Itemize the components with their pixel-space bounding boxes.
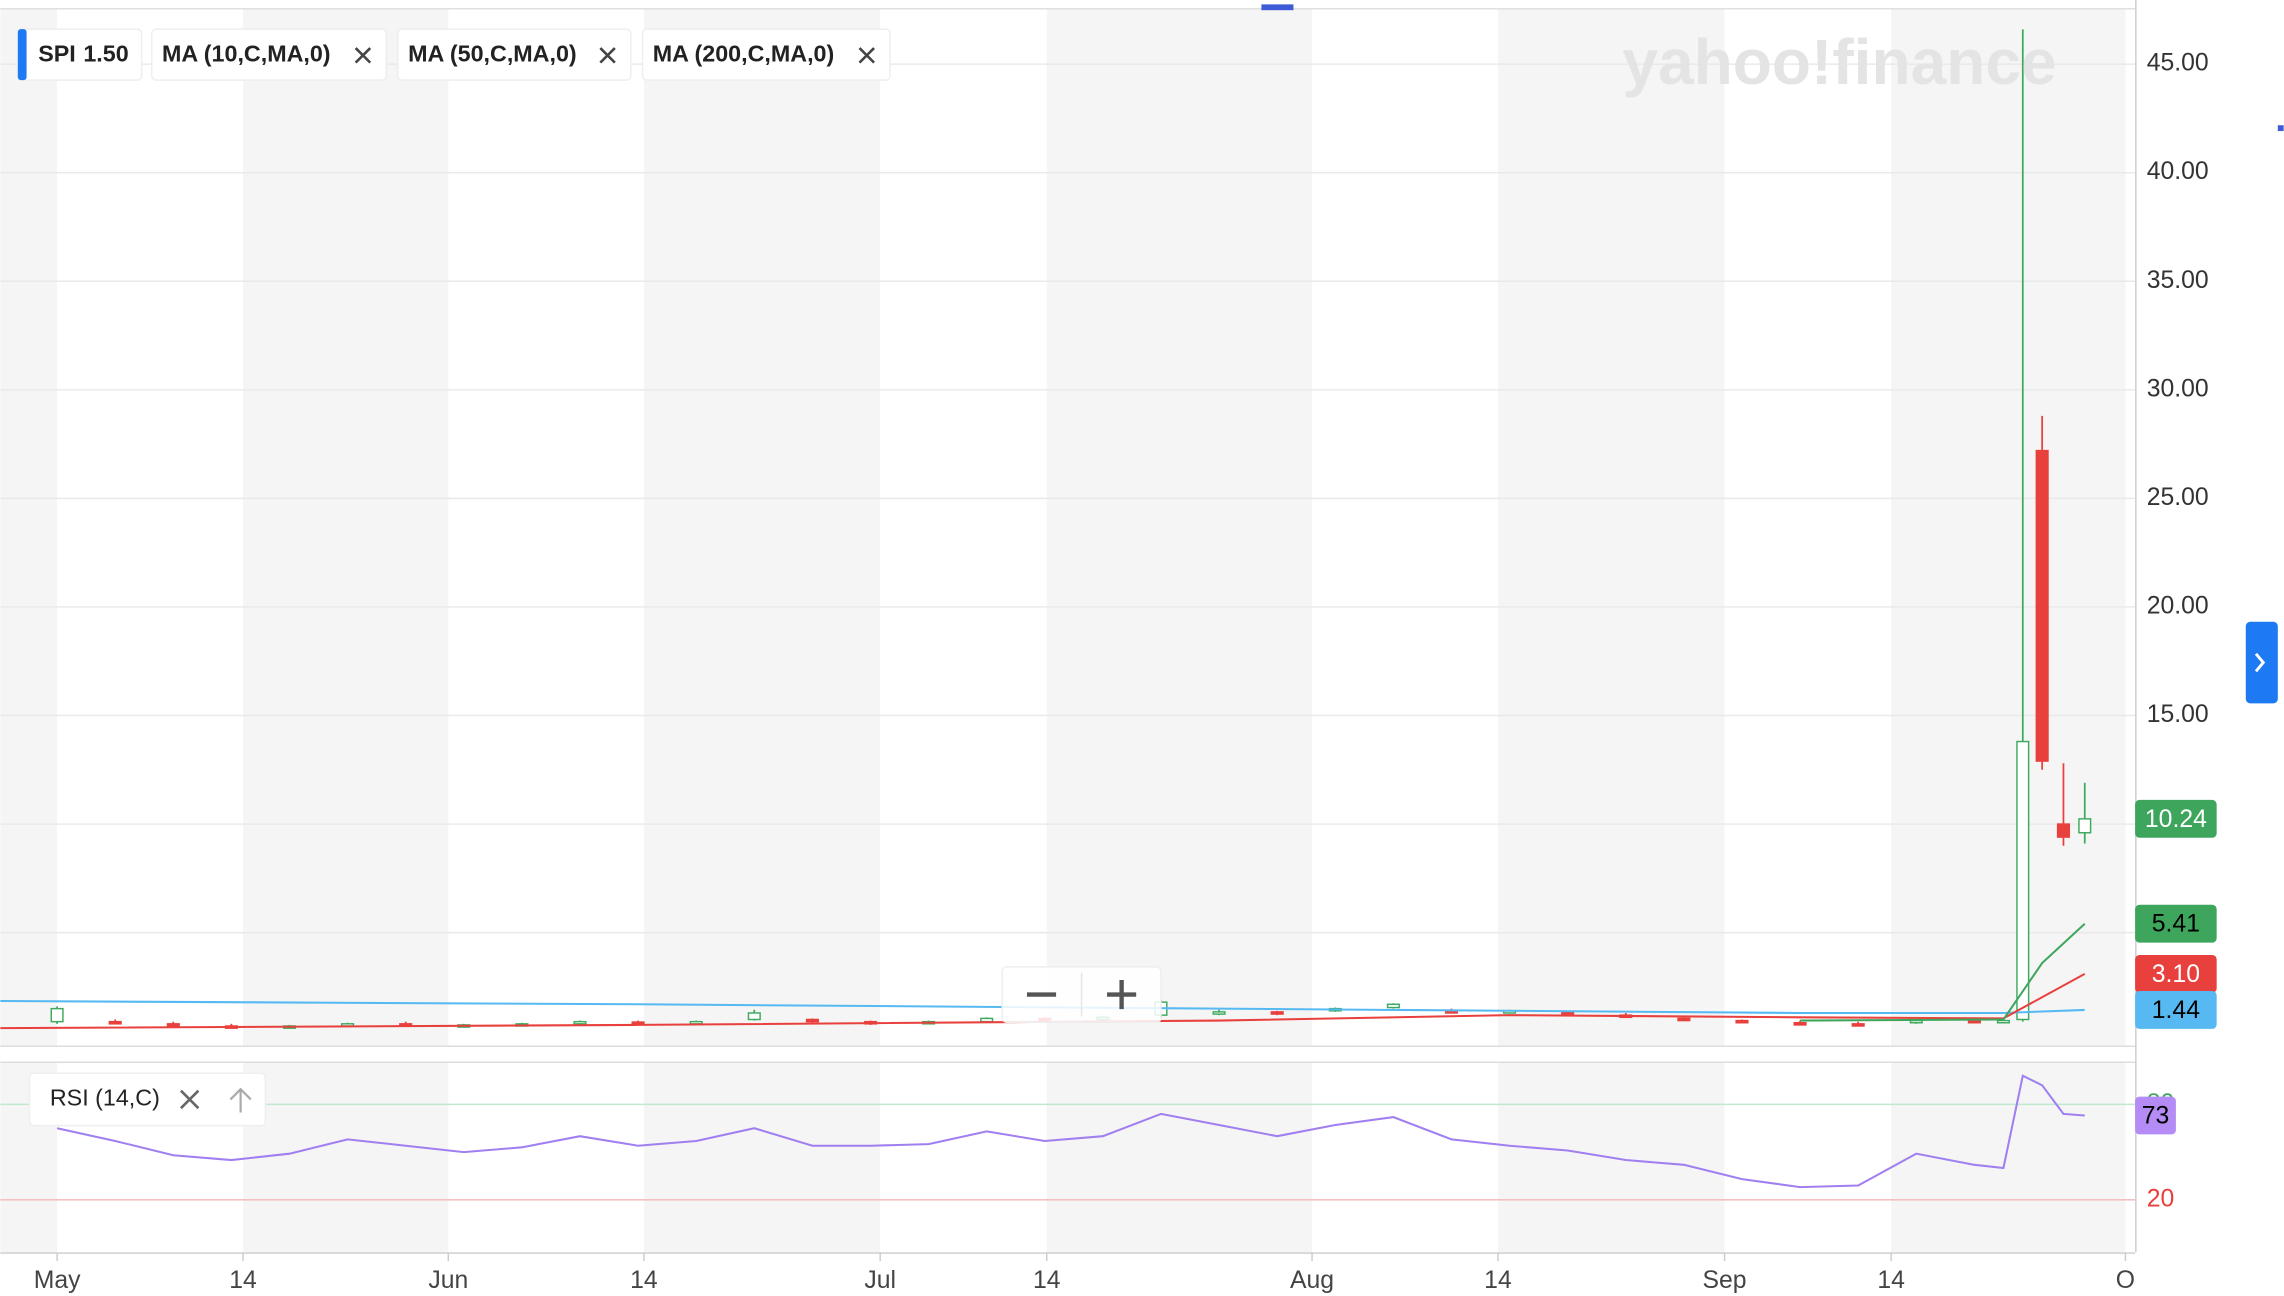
- candle-body: [1793, 1022, 1807, 1026]
- band: [243, 8, 449, 1253]
- price-tag: [2135, 799, 2217, 838]
- candle-body: [1212, 1011, 1226, 1015]
- line: [0, 1000, 2085, 1014]
- band: [0, 8, 58, 1253]
- y-tick-label: 20.00: [2147, 592, 2209, 619]
- watermark: yahoo!finance: [1622, 26, 2056, 98]
- line: [1800, 922, 2086, 1022]
- price-tag-label: 3.10: [2152, 961, 2200, 988]
- x-tick-label: Aug: [1290, 1267, 1334, 1294]
- candle-body: [166, 1023, 180, 1027]
- price-tag: [2135, 954, 2217, 993]
- legend-chip[interactable]: MA (200,C,MA,0): [641, 28, 891, 81]
- candle-body: [2056, 823, 2071, 838]
- candle-body: [50, 1007, 64, 1023]
- y-tick-label: 30.00: [2147, 375, 2209, 402]
- legend-price: 1.50: [83, 40, 128, 66]
- x-tick-label: May: [34, 1267, 81, 1294]
- x-tick-label: O: [2116, 1267, 2135, 1294]
- close-icon[interactable]: [354, 47, 372, 64]
- zoom-control: [1001, 966, 1162, 1023]
- close-icon[interactable]: [858, 47, 875, 64]
- x-tick-label: 14: [1484, 1267, 1512, 1294]
- rsi-tick-label: 20: [2147, 1185, 2175, 1212]
- price-tags: 3.10 1.44 5.41 10.24 73: [2135, 799, 2217, 1135]
- x-tick-label: Jul: [864, 1267, 896, 1294]
- legend-label: MA (50,C,MA,0): [408, 40, 577, 66]
- band: [1046, 8, 1313, 1253]
- panel-gap: [0, 1046, 2136, 1062]
- price-tag: [2135, 904, 2217, 943]
- x-tick-label: 14: [229, 1267, 257, 1294]
- candle-body: [2078, 818, 2092, 834]
- expand-button[interactable]: [2245, 621, 2278, 704]
- band: [643, 8, 881, 1253]
- close-icon[interactable]: [179, 1089, 200, 1110]
- candle-body: [1996, 1019, 2010, 1024]
- candle-body: [573, 1020, 587, 1025]
- band: [1497, 8, 1725, 1253]
- chip-accent: [17, 29, 27, 81]
- chip-bg[interactable]: [28, 1072, 267, 1127]
- plot: [0, 29, 2092, 1189]
- rsi-chip[interactable]: RSI (14,C): [28, 1072, 267, 1127]
- candle-body: [1967, 1019, 1981, 1024]
- x-tick-label: 14: [1877, 1267, 1905, 1294]
- legend-symbol: SPI: [38, 40, 76, 66]
- y-tick-label: 45.00: [2147, 50, 2209, 77]
- close-icon[interactable]: [599, 47, 616, 64]
- candle-body: [747, 1012, 761, 1021]
- y-tick-label: 15.00: [2147, 701, 2209, 728]
- price-tag-label: 10.24: [2145, 806, 2207, 833]
- zoom-in[interactable]: [1107, 980, 1137, 1010]
- candle-body: [1677, 1017, 1691, 1022]
- legend-chip[interactable]: MA (10,C,MA,0): [151, 28, 387, 81]
- legend-chip[interactable]: MA (50,C,MA,0): [397, 28, 632, 81]
- candle-body: [108, 1020, 122, 1025]
- chevron-icon: [2254, 652, 2266, 673]
- scroll-marker: [1261, 4, 1294, 11]
- move-up-icon[interactable]: [229, 1087, 252, 1113]
- legend-label: MA (10,C,MA,0): [162, 40, 331, 66]
- price-tag: [2135, 990, 2217, 1029]
- rsi-label: RSI (14,C): [50, 1085, 160, 1111]
- candle-body: [1735, 1019, 1749, 1024]
- rsi-tag: [2135, 1096, 2176, 1135]
- x-tick-label: Sep: [1703, 1267, 1747, 1294]
- legend: SPI 1.50 MA (10,C,MA,0) MA (50,C,MA,0) M…: [17, 28, 891, 1127]
- candle-body: [1386, 1003, 1400, 1009]
- price-tag-label: 1.44: [2152, 997, 2200, 1024]
- line: [56, 1074, 2085, 1189]
- y-tick-label: 40.00: [2147, 158, 2209, 185]
- band: [1891, 8, 2126, 1253]
- candle-body: [1270, 1011, 1284, 1015]
- chip-bg[interactable]: [641, 28, 891, 81]
- chip-bg[interactable]: [397, 28, 632, 81]
- x-tick-label: 14: [1033, 1267, 1061, 1294]
- chip-bg[interactable]: [151, 28, 387, 81]
- scroll-marker: [2277, 125, 2284, 132]
- legend-label: MA (200,C,MA,0): [653, 40, 835, 66]
- candle-body: [2016, 740, 2030, 1021]
- legend-chip[interactable]: SPI 1.50: [17, 28, 143, 81]
- rsi-tag-label: 73: [2142, 1102, 2170, 1129]
- candle-body: [2035, 449, 2049, 762]
- y-tick-label: 25.00: [2147, 484, 2209, 511]
- candle-body: [980, 1017, 994, 1023]
- y-tick-label: 35.00: [2147, 267, 2209, 294]
- x-tick-label: 14: [630, 1267, 658, 1294]
- x-tick-label: Jun: [428, 1267, 468, 1294]
- candle-body: [1851, 1023, 1865, 1027]
- background: May14Jun14Jul14Aug14Sep14O5.0010.0015.00…: [0, 8, 2209, 1294]
- price-tag-label: 5.41: [2152, 911, 2200, 938]
- candle-body: [805, 1018, 819, 1023]
